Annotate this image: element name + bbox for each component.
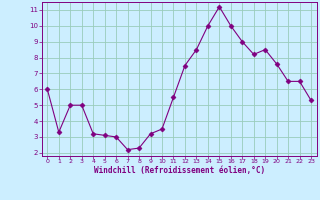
X-axis label: Windchill (Refroidissement éolien,°C): Windchill (Refroidissement éolien,°C): [94, 166, 265, 175]
